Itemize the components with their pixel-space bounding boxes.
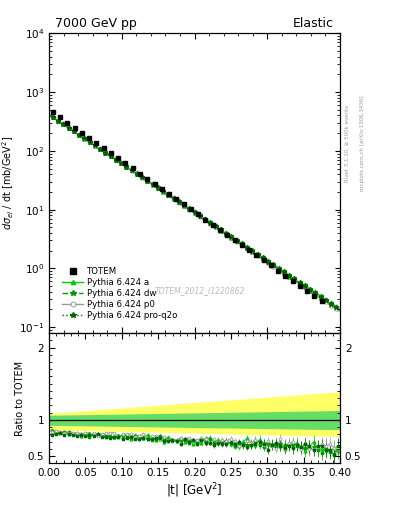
Text: 7000 GeV pp: 7000 GeV pp: [55, 17, 137, 30]
Y-axis label: Ratio to TOTEM: Ratio to TOTEM: [15, 360, 25, 436]
Y-axis label: $d\sigma_{el}$ / dt [mb/GeV$^2$]: $d\sigma_{el}$ / dt [mb/GeV$^2$]: [0, 136, 16, 230]
Text: mcplots.cern.ch [arXiv:1306.3436]: mcplots.cern.ch [arXiv:1306.3436]: [360, 96, 365, 191]
Text: TOTEM_2012_I1220862: TOTEM_2012_I1220862: [155, 287, 246, 295]
Text: Elastic: Elastic: [293, 17, 334, 30]
Legend: TOTEM, Pythia 6.424 a, Pythia 6.424 dw, Pythia 6.424 p0, Pythia 6.424 pro-q2o: TOTEM, Pythia 6.424 a, Pythia 6.424 dw, …: [59, 264, 180, 323]
Text: Rivet 3.1.10, ≥ 500k events: Rivet 3.1.10, ≥ 500k events: [345, 105, 350, 182]
X-axis label: |t| [GeV$^2$]: |t| [GeV$^2$]: [166, 481, 223, 500]
